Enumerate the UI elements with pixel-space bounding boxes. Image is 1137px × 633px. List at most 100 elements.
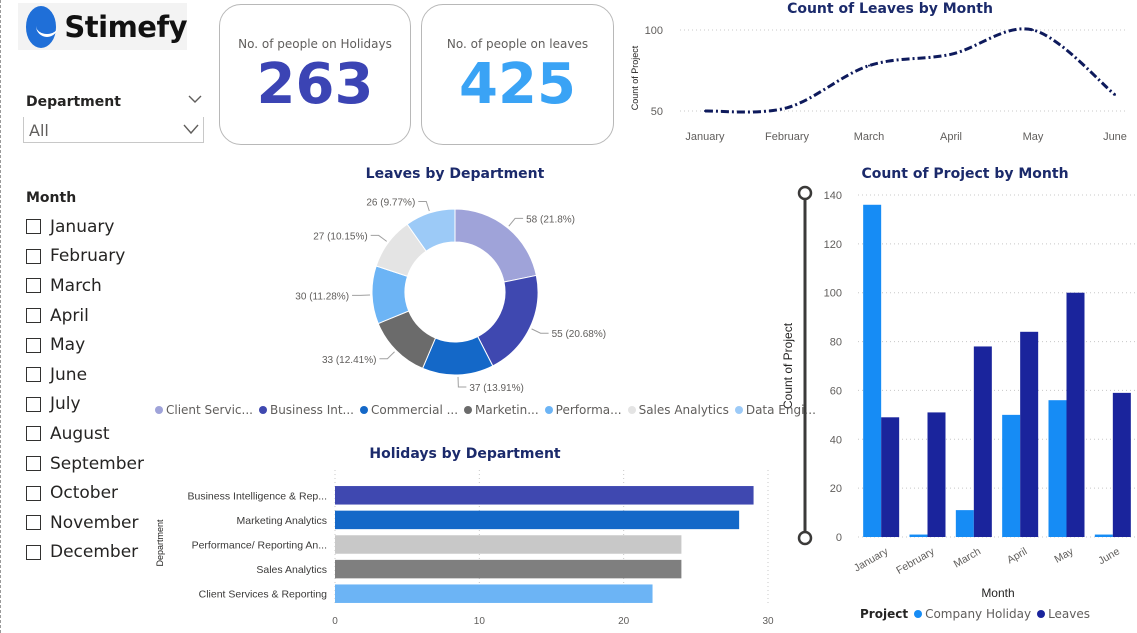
legend-item[interactable]: Performa... <box>544 403 622 417</box>
line-point <box>1114 93 1116 96</box>
checkbox-icon[interactable] <box>26 426 41 442</box>
dropdown-chevron-icon[interactable] <box>183 123 199 135</box>
checkbox-icon[interactable] <box>26 219 41 235</box>
legend-item[interactable]: Marketin... <box>464 403 539 417</box>
month-option-label: March <box>50 275 102 296</box>
holidays-by-department-title: Holidays by Department <box>369 446 561 462</box>
column-bar-leaves[interactable] <box>1020 331 1039 537</box>
y-tick-label: 120 <box>824 239 842 251</box>
line-point <box>786 106 788 109</box>
legend-item[interactable]: Business Int... <box>258 403 354 417</box>
column-bar-leaves[interactable] <box>927 412 946 537</box>
column-bar-company-holiday[interactable] <box>1048 400 1067 537</box>
month-option-label: August <box>50 423 110 444</box>
legend-item[interactable]: Sales Analytics <box>627 403 729 417</box>
month-option-april[interactable]: April <box>26 301 144 331</box>
chevron-down-icon[interactable] <box>188 92 202 106</box>
column-chart-legend: Project Company Holiday Leaves <box>860 607 1096 621</box>
month-slicer-title: Month <box>26 190 77 206</box>
checkbox-icon[interactable] <box>26 248 41 264</box>
month-option-june[interactable]: June <box>26 360 144 390</box>
holidays-kpi-value: 263 <box>256 52 374 117</box>
column-legend-title: Project <box>860 607 909 621</box>
legend-label: Data Engi... <box>745 403 816 417</box>
legend-label: Business Int... <box>269 403 354 417</box>
x-tick-label: January <box>685 131 725 143</box>
checkbox-icon[interactable] <box>26 485 41 501</box>
checkbox-icon[interactable] <box>26 515 41 531</box>
legend-label: Performa... <box>555 403 622 417</box>
checkbox-icon[interactable] <box>26 396 41 412</box>
zoom-slider-top-handle[interactable] <box>797 185 813 201</box>
donut-slice[interactable] <box>454 208 537 283</box>
month-option-label: February <box>50 246 126 267</box>
legend-item-leaves[interactable]: Leaves <box>1037 607 1090 621</box>
department-holiday-bar[interactable] <box>335 535 682 554</box>
legend-item[interactable]: Client Servic... <box>155 403 253 417</box>
legend-item[interactable]: Data Engi... <box>734 403 816 417</box>
donut-data-label: 58 (21.8%) <box>526 214 575 225</box>
checkbox-icon[interactable] <box>26 367 41 383</box>
legend-label: Sales Analytics <box>638 403 729 417</box>
column-bar-company-holiday[interactable] <box>863 204 882 537</box>
column-bar-leaves[interactable] <box>881 417 900 537</box>
month-option-february[interactable]: February <box>26 242 144 272</box>
donut-slice[interactable] <box>406 208 456 252</box>
donut-leader-line <box>379 351 395 360</box>
y-tick-label: 50 <box>651 106 663 118</box>
month-option-january[interactable]: January <box>26 212 144 242</box>
column-bar-company-holiday[interactable] <box>1002 414 1021 537</box>
checkbox-icon[interactable] <box>26 544 41 560</box>
department-holiday-bar[interactable] <box>335 486 754 505</box>
legend-label: Marketin... <box>475 403 539 417</box>
donut-slice[interactable] <box>477 274 539 367</box>
x-tick-label: February <box>765 131 810 143</box>
month-option-august[interactable]: August <box>26 419 144 449</box>
month-option-september[interactable]: September <box>26 449 144 479</box>
y-tick-label: 140 <box>824 190 842 202</box>
legend-dot <box>544 406 553 414</box>
department-holiday-bar[interactable] <box>335 559 682 579</box>
checkbox-icon[interactable] <box>26 337 41 353</box>
month-slicer-list: January February March April May June July Augu… <box>26 212 144 567</box>
column-bar-company-holiday[interactable] <box>1094 534 1113 537</box>
month-option-label: April <box>50 305 89 326</box>
month-option-label: September <box>50 453 144 474</box>
line-point <box>950 53 952 56</box>
column-bar-leaves[interactable] <box>1066 292 1085 537</box>
month-option-december[interactable]: December <box>26 538 144 568</box>
brand-logo-icon <box>26 5 59 48</box>
x-tick-label: January <box>852 545 891 574</box>
y-tick-label: 80 <box>830 337 842 349</box>
department-holiday-bar[interactable] <box>335 584 653 603</box>
month-option-july[interactable]: July <box>26 390 144 420</box>
checkbox-icon[interactable] <box>26 456 41 472</box>
page-border <box>0 0 3 633</box>
month-option-label: June <box>50 364 88 385</box>
y-tick-label: 20 <box>830 483 842 495</box>
y-tick-label: Sales Analytics <box>256 564 327 576</box>
month-option-label: October <box>50 483 119 504</box>
line-point <box>1032 29 1034 31</box>
legend-dot <box>627 406 636 414</box>
month-option-november[interactable]: November <box>26 508 144 538</box>
month-option-march[interactable]: March <box>26 271 144 301</box>
column-bar-company-holiday[interactable] <box>955 510 974 537</box>
y-tick-label: 100 <box>645 25 663 37</box>
legend-dot <box>914 610 923 618</box>
zoom-slider-bottom-handle[interactable] <box>797 530 813 546</box>
column-bar-leaves[interactable] <box>1112 392 1131 537</box>
checkbox-icon[interactable] <box>26 278 41 294</box>
month-option-october[interactable]: October <box>26 478 144 508</box>
month-option-may[interactable]: May <box>26 330 144 360</box>
x-tick-label: February <box>894 545 937 577</box>
column-bar-leaves[interactable] <box>973 346 992 537</box>
checkbox-icon[interactable] <box>26 308 41 324</box>
department-holiday-bar[interactable] <box>335 510 740 530</box>
legend-item-company-holiday[interactable]: Company Holiday <box>914 607 1031 621</box>
donut-leader-line <box>370 234 388 242</box>
department-dropdown[interactable]: All <box>23 117 204 143</box>
project-by-month-title: Count of Project by Month <box>861 166 1069 182</box>
column-bar-company-holiday[interactable] <box>909 534 928 537</box>
legend-item[interactable]: Commercial ... <box>360 403 458 417</box>
